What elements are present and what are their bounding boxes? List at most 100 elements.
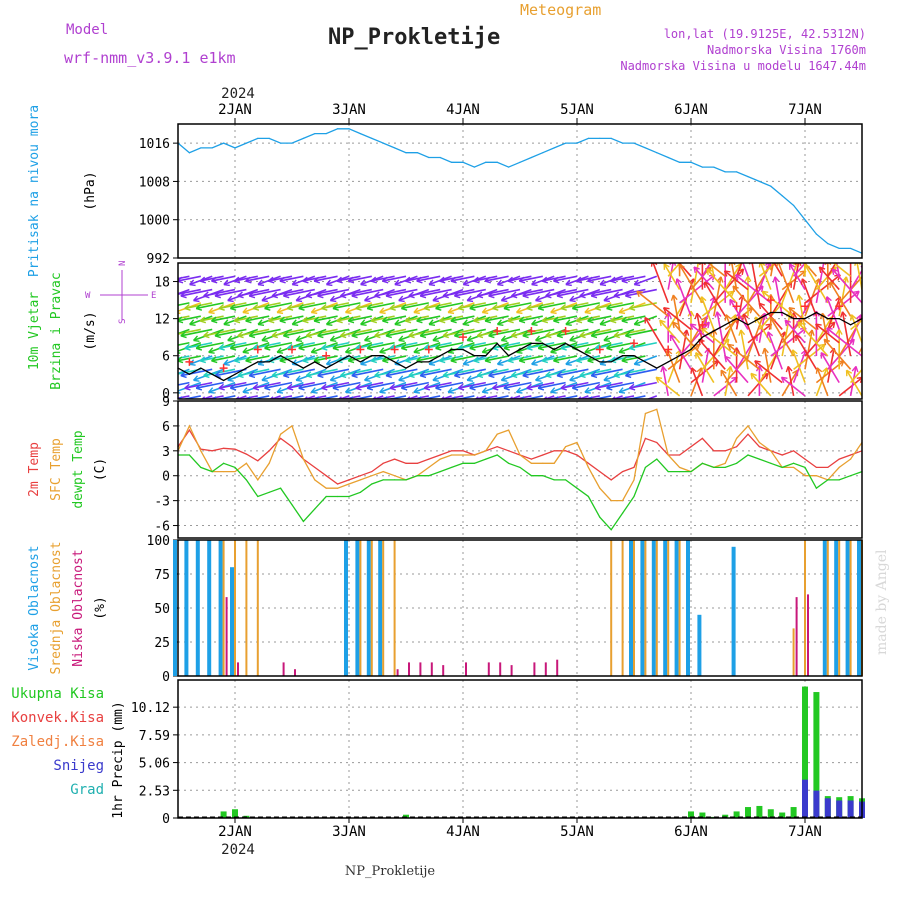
temperature-data-point — [553, 462, 555, 464]
wind-arrow — [454, 368, 486, 377]
wind-arrowhead — [772, 276, 780, 283]
wind-arrowhead — [203, 371, 210, 379]
wind-arrow — [317, 288, 350, 297]
wind-arrowhead — [484, 316, 492, 324]
temperature-data-point — [793, 462, 795, 464]
wind-arrow — [727, 343, 760, 370]
wind-arrowhead — [469, 343, 476, 351]
wind-arrow — [758, 302, 783, 330]
temperature-data-point — [508, 462, 510, 464]
wind-arrow — [439, 355, 464, 362]
wind-data-point — [633, 355, 635, 357]
pressure-data-point — [633, 142, 635, 144]
temperature-data-point — [348, 479, 350, 481]
wind-arrowhead — [355, 304, 362, 311]
wind-arrowhead — [374, 371, 381, 379]
wind-arrow — [178, 302, 190, 306]
pressure-data-point — [758, 180, 761, 183]
wind-arrowhead — [773, 242, 779, 248]
wind-arrow — [178, 315, 201, 322]
wind-arrowhead — [298, 343, 305, 351]
temperature-data-point — [770, 462, 772, 464]
model-elevation-label: Nadmorska Visina u modelu 1647.44m — [620, 59, 866, 73]
temperature-data-point — [724, 450, 726, 452]
wind-arrowhead — [587, 316, 594, 324]
wind-data-point — [599, 361, 601, 363]
wind-arrowhead — [522, 371, 529, 379]
wind-arrowhead — [823, 338, 831, 346]
temperature-data-point — [656, 408, 658, 410]
wind-data-point — [793, 318, 795, 320]
wind-arrowhead — [476, 371, 484, 379]
wind-arrow — [249, 328, 281, 337]
wind-arrowhead — [370, 316, 378, 324]
wind-arrow — [556, 328, 589, 337]
pressure-data-point — [508, 166, 510, 168]
wind-arrowhead — [839, 311, 847, 318]
wind-arrowhead — [535, 335, 542, 343]
wind-arrowhead — [618, 307, 626, 315]
wind-arrow — [856, 263, 862, 290]
wind-data-point — [622, 355, 624, 357]
temperature-data-point — [633, 466, 635, 469]
wind-arrowhead — [295, 295, 303, 303]
wind-arrowhead — [659, 319, 666, 327]
cloud-bar — [245, 540, 248, 676]
wind-arrow — [693, 266, 715, 291]
wind-data-point — [382, 355, 384, 357]
wind-arrow — [420, 288, 452, 297]
wind-arrow — [214, 328, 247, 337]
wind-data-point — [804, 318, 806, 320]
wind-arrowhead — [370, 356, 378, 364]
wind-arrow — [729, 299, 749, 330]
wind-arrowhead — [462, 359, 470, 366]
wind-arrow — [576, 275, 600, 282]
wind-arrowhead — [693, 266, 700, 274]
wind-arrow — [522, 328, 555, 337]
wind-arrowhead — [276, 387, 284, 394]
temperature-series-line — [178, 454, 863, 531]
wind-arrow — [662, 366, 669, 397]
clouds-ytick-label: 50 — [154, 602, 170, 617]
temperature-data-point — [770, 450, 772, 452]
pressure-data-point — [496, 161, 498, 163]
wind-arrow — [416, 275, 441, 282]
wind-arrowhead — [237, 331, 244, 339]
wind-arrow — [587, 355, 612, 362]
temperature-data-point — [758, 458, 761, 460]
wind-arrow — [716, 311, 726, 357]
wind-arrowhead — [599, 279, 607, 287]
wind-data-point — [770, 311, 772, 314]
wind-arrow — [348, 275, 372, 282]
clouds-ytick-label: 25 — [154, 636, 170, 651]
wind-arrowhead — [784, 319, 792, 327]
wind-arrowhead — [419, 371, 427, 379]
wind-data-point — [371, 355, 373, 357]
pressure-data-point — [690, 161, 692, 163]
wind-arrowhead — [678, 263, 685, 271]
wind-data-point — [736, 318, 738, 320]
gust-marker — [424, 345, 433, 354]
wind-arrow — [725, 314, 738, 344]
wind-arrow — [754, 360, 783, 384]
temperature-data-point — [371, 475, 373, 477]
wind-arrowhead — [579, 371, 586, 379]
precip-ytick-label: 7.59 — [139, 729, 170, 744]
wind-arrowhead — [560, 383, 567, 391]
wind-arrow — [507, 355, 532, 362]
temperature-data-point — [736, 462, 738, 464]
pressure-data-point — [701, 166, 704, 168]
wind-arrowhead — [569, 375, 576, 382]
wind-arrowhead — [193, 295, 200, 303]
wind-arrow — [770, 327, 807, 357]
temperature-data-point — [713, 450, 715, 452]
wind-arrowhead — [432, 375, 439, 382]
wind-arrowhead — [818, 343, 826, 351]
wind-arrow — [751, 263, 761, 304]
gust-marker — [698, 320, 707, 329]
wind-arrowhead — [815, 367, 823, 374]
wind-arrow — [178, 329, 179, 331]
wind-arrow — [781, 270, 807, 291]
wind-arrow — [801, 278, 818, 317]
